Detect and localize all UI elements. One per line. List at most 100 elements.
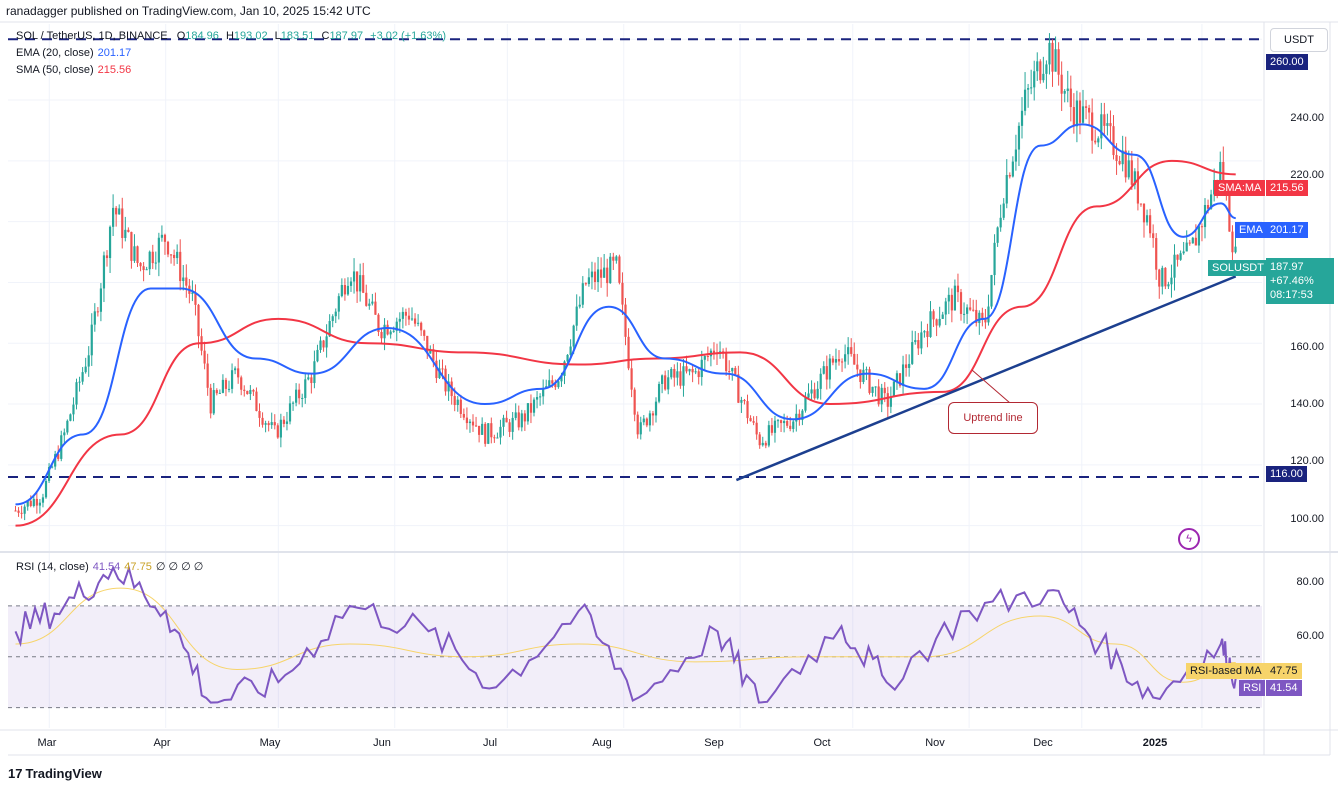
candle-body	[1130, 160, 1133, 185]
candle-body	[776, 420, 780, 422]
candle-body	[474, 425, 478, 427]
candle-body	[758, 434, 761, 446]
candle-body	[932, 311, 935, 320]
candle-body	[676, 371, 679, 378]
candle-body	[532, 399, 536, 413]
x-tick-jun: Jun	[373, 737, 391, 749]
candle-body	[322, 340, 325, 348]
candle-body	[1030, 87, 1033, 89]
candle-body	[47, 467, 51, 481]
symbol-legend[interactable]: SOL / TetherUS, 1D, BINANCE O184.96 H193…	[16, 30, 446, 42]
sma-line	[15, 159, 1236, 527]
candle-body	[340, 284, 343, 297]
candle-body	[755, 422, 758, 435]
x-tick-oct: Oct	[813, 737, 831, 749]
candle-body	[1097, 138, 1100, 143]
candle-body	[1100, 114, 1103, 139]
candle-body	[1048, 42, 1051, 65]
candle-body	[630, 368, 633, 390]
candle-body	[1017, 125, 1021, 150]
candle-body	[371, 301, 374, 304]
candle-body	[670, 368, 673, 378]
candle-body	[734, 368, 737, 375]
candle-body	[1121, 150, 1124, 165]
candle-body	[859, 369, 862, 382]
candle-body	[908, 363, 911, 368]
candle-body	[1094, 140, 1097, 143]
candle-body	[127, 229, 130, 232]
lightning-icon[interactable]: ϟ	[1178, 528, 1200, 550]
candle-body	[176, 251, 179, 259]
candle-body	[249, 390, 252, 395]
candle-body	[618, 256, 621, 283]
candle-body	[688, 368, 691, 372]
y-tick-160: 160.00	[1290, 341, 1324, 353]
candle-body	[761, 442, 764, 446]
candle-body	[1081, 106, 1085, 123]
level-tag-116: 116.00	[1266, 466, 1307, 482]
candle-body	[478, 425, 481, 435]
candle-body	[856, 364, 859, 370]
candle-body	[795, 413, 798, 422]
candle-body	[389, 331, 392, 335]
candle-body	[420, 322, 423, 331]
candle-body	[938, 318, 941, 326]
change-value: +3.02 (+1.63%)	[370, 30, 446, 42]
candle-body	[972, 309, 975, 311]
candle-body	[359, 275, 362, 292]
candle-body	[35, 498, 38, 506]
candle-body	[511, 417, 514, 432]
candle-body	[1161, 267, 1164, 287]
symbol-axis-value: 187.97	[1270, 261, 1304, 273]
candle-body	[279, 419, 282, 438]
candle-body	[447, 381, 450, 392]
candles	[14, 33, 1237, 521]
candle-body	[1179, 253, 1182, 260]
candle-body	[850, 347, 853, 354]
candle-body	[648, 413, 652, 426]
ema-legend[interactable]: EMA (20, close) 201.17	[16, 47, 131, 59]
candle-body	[1042, 73, 1045, 81]
candle-body	[221, 379, 225, 393]
candle-body	[642, 418, 645, 423]
sma-legend[interactable]: SMA (50, close) 215.56	[16, 64, 131, 76]
symbol-name: SOL / TetherUS, 1D, BINANCE	[16, 30, 168, 42]
candle-body	[575, 306, 578, 326]
candle-body	[230, 370, 234, 389]
candle-body	[432, 349, 435, 361]
candle-body	[529, 403, 533, 413]
candle-body	[288, 403, 292, 422]
candle-body	[194, 292, 197, 305]
candle-body	[773, 420, 777, 433]
candle-body	[603, 267, 606, 278]
uptrend-line	[735, 275, 1237, 482]
y-tick-120: 120.00	[1290, 455, 1324, 467]
candle-body	[651, 413, 655, 416]
candle-body	[831, 358, 835, 363]
candle-body	[96, 311, 99, 313]
candle-body	[383, 324, 386, 339]
y-tick-100: 100.00	[1290, 513, 1324, 525]
candle-body	[877, 386, 880, 405]
candle-body	[779, 420, 783, 424]
candle-body	[1060, 74, 1063, 94]
candle-body	[1176, 254, 1179, 260]
candle-body	[429, 349, 432, 354]
candle-body	[886, 393, 889, 407]
candle-body	[905, 364, 908, 368]
low-label: L	[274, 30, 281, 42]
candle-body	[892, 381, 896, 397]
footer-brand[interactable]: 17 TradingView	[8, 766, 102, 781]
candle-body	[1005, 175, 1008, 204]
candle-body	[160, 234, 164, 238]
candle-body	[691, 368, 694, 373]
rsi-legend[interactable]: RSI (14, close) 41.54 47.75 ∅ ∅ ∅ ∅	[16, 560, 203, 573]
currency-button[interactable]: USDT	[1270, 28, 1328, 52]
candle-body	[798, 413, 801, 421]
candle-body	[1200, 226, 1204, 228]
candle-body	[883, 387, 886, 394]
candle-body	[75, 382, 78, 405]
candle-body	[935, 319, 938, 326]
candle-body	[313, 361, 316, 384]
